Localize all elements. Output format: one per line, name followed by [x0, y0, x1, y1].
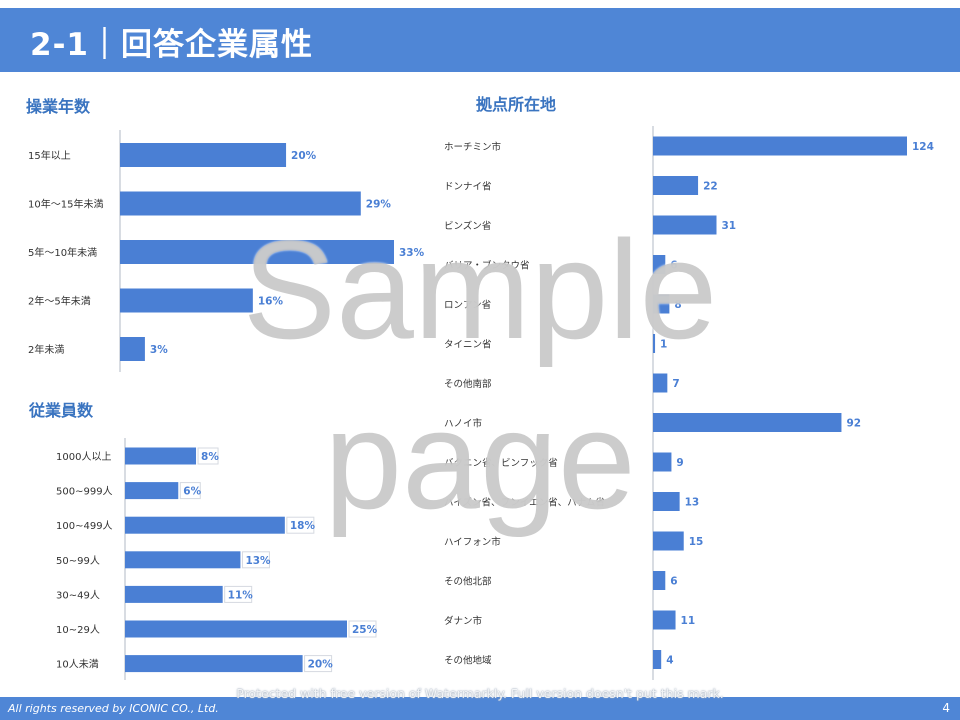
bar: [653, 610, 676, 630]
data-label: 124: [912, 141, 934, 153]
bar: [653, 531, 684, 551]
bar: [125, 620, 347, 638]
bar: [653, 255, 666, 274]
data-label: 8: [674, 299, 681, 311]
data-label: 9: [676, 457, 683, 469]
data-label: 31: [722, 220, 737, 232]
data-label: 11%: [228, 589, 254, 601]
category-label: 2年未満: [28, 343, 64, 356]
data-label: 16%: [258, 296, 284, 308]
category-label: その他地域: [444, 655, 492, 667]
bar: [653, 413, 842, 432]
data-label-box: [286, 516, 315, 534]
data-label: 33%: [399, 247, 425, 259]
bar: [653, 215, 717, 235]
category-label: 10~29人: [56, 624, 100, 636]
category-label: タイニン省: [444, 339, 492, 351]
footer-bar: All rights reserved by ICONIC CO., Ltd. …: [0, 697, 960, 720]
category-label: 5年～10年未満: [28, 246, 97, 259]
category-label: 10人未満: [56, 659, 99, 671]
page-title: 2-1｜回答企業属性: [30, 27, 314, 63]
bar: [653, 452, 672, 472]
watermark-notice: Protected with free version of Watermark…: [236, 686, 724, 701]
section-title-locations: 拠点所在地: [476, 95, 557, 114]
data-label-box: [224, 585, 253, 603]
category-label: 50~99人: [56, 555, 100, 567]
data-label: 11: [681, 615, 696, 627]
data-label: 20%: [308, 659, 334, 671]
bar: [125, 585, 223, 603]
data-label: 13: [685, 497, 700, 509]
category-label: ホーチミン市: [444, 141, 502, 153]
bar: [125, 516, 285, 534]
bar: [120, 288, 253, 313]
category-label: 10年～15年未満: [28, 198, 103, 211]
data-label: 18%: [290, 520, 316, 532]
header-bar: 2-1｜回答企業属性: [0, 8, 960, 72]
category-label: 2年～5年未満: [28, 295, 91, 308]
category-label: ロンアン省: [444, 299, 491, 311]
category-label: ハイズン省、フンイエン省、ハナム省: [444, 497, 605, 509]
section-title-years: 操業年数: [26, 97, 91, 116]
data-label: 6: [670, 576, 677, 588]
data-label-box: [241, 551, 270, 569]
category-label: バクニン省、ビンフック省: [444, 457, 558, 469]
bar: [120, 191, 361, 216]
bar: [125, 482, 179, 500]
bar: [653, 294, 670, 314]
category-label: ハノイ市: [444, 418, 483, 430]
data-label: 13%: [245, 555, 271, 567]
category-label: ドンナイ省: [444, 181, 492, 193]
category-label: ビンズン省: [444, 220, 491, 232]
bar: [120, 337, 145, 361]
bar: [125, 655, 303, 673]
data-label: 20%: [291, 150, 317, 162]
section-title-employees: 従業員数: [29, 401, 94, 420]
category-label: 1000人以上: [56, 451, 111, 463]
data-label-box: [348, 620, 377, 638]
data-label: 6: [670, 260, 677, 272]
bar: [653, 373, 668, 393]
bar: [653, 176, 699, 195]
category-label: 15年以上: [28, 149, 71, 162]
bar: [653, 571, 666, 590]
data-label: 25%: [352, 624, 378, 636]
category-label: 100~499人: [56, 520, 113, 532]
data-label: 15: [689, 536, 704, 548]
data-label: 29%: [366, 199, 392, 211]
bar: [653, 334, 656, 353]
data-label: 92: [846, 418, 861, 430]
data-label-box: [179, 482, 201, 500]
category-label: 30~49人: [56, 589, 100, 601]
bar: [653, 136, 907, 156]
chart-locations: ホーチミン市 124 ドンナイ省 22 ビンズン省 31 バリア・ブンタウ省 6 ロンアン省 8 タ…: [444, 126, 934, 680]
category-label: 500~999人: [56, 486, 113, 498]
bar: [653, 492, 680, 511]
data-label-box: [197, 447, 219, 465]
bar: [653, 650, 662, 669]
data-label: 22: [703, 181, 718, 193]
data-label: 8%: [201, 451, 219, 463]
data-label: 3%: [150, 344, 168, 356]
data-label: 6%: [183, 486, 201, 498]
data-label: 7: [672, 378, 679, 390]
bar: [120, 143, 287, 167]
category-label: バリア・ブンタウ省: [444, 260, 530, 272]
bar: [125, 551, 241, 569]
chart-years: 15年以上 20% 10年～15年未満 29% 5年～10年未満 33% 2年～5年未満 16…: [28, 130, 425, 372]
bar: [125, 447, 197, 465]
page-number: 4: [942, 701, 950, 715]
category-label: その他北部: [444, 576, 492, 588]
copyright-text: All rights reserved by ICONIC CO., Ltd.: [8, 702, 219, 715]
bar: [120, 240, 394, 264]
category-label: その他南部: [444, 378, 492, 390]
chart-employees: 1000人以上 8% 500~999人 6% 100~499人 18% 50~99人 13% 3…: [56, 438, 378, 680]
category-label: ダナン市: [444, 615, 483, 627]
data-label: 1: [660, 339, 667, 351]
category-label: ハイフォン市: [444, 536, 501, 548]
data-label-box: [304, 655, 333, 673]
data-label: 4: [666, 655, 673, 667]
